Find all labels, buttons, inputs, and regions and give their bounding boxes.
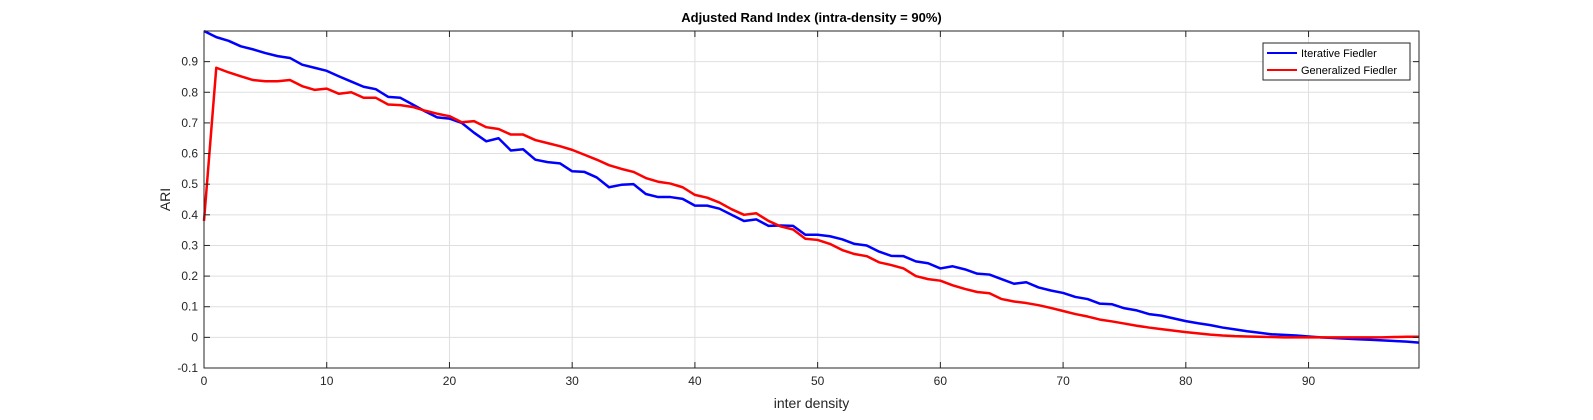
plot-frame bbox=[203, 30, 1420, 369]
x-tick-label: 60 bbox=[934, 374, 948, 388]
chart-title: Adjusted Rand Index (intra-density = 90%… bbox=[681, 10, 941, 25]
y-tick-label: -0.1 bbox=[177, 361, 198, 375]
y-tick-label: 0.2 bbox=[181, 269, 198, 283]
series-line-iterative-fiedler bbox=[203, 29, 1420, 344]
axis-ticks: 0 10 20 30 40 50 60 70 80 90-0.100.10.20.30.40.50… bbox=[177, 31, 1419, 388]
legend-label-generalized-fiedler: Generalized Fiedler bbox=[1301, 65, 1397, 77]
y-tick-label: 0.9 bbox=[181, 55, 198, 69]
x-tick-label: 0 bbox=[201, 374, 208, 388]
legend: Iterative Fiedler Generalized Fiedler bbox=[1262, 42, 1411, 81]
legend-box bbox=[1262, 42, 1411, 81]
y-tick-label: 0.3 bbox=[181, 238, 198, 252]
x-tick-label: 50 bbox=[811, 374, 825, 388]
x-tick-label: 80 bbox=[1179, 374, 1193, 388]
x-tick-label: 70 bbox=[1056, 374, 1070, 388]
x-tick-label: 90 bbox=[1302, 374, 1316, 388]
y-tick-label: 0.1 bbox=[181, 300, 198, 314]
y-tick-label: 0.4 bbox=[181, 208, 198, 222]
y-tick-label: 0.5 bbox=[181, 177, 198, 191]
y-tick-label: 0.6 bbox=[181, 147, 198, 161]
y-axis-label: ARI bbox=[157, 188, 173, 211]
x-tick-label: 30 bbox=[566, 374, 580, 388]
x-tick-label: 20 bbox=[443, 374, 457, 388]
y-tick-label: 0 bbox=[191, 330, 198, 344]
x-tick-label: 10 bbox=[320, 374, 334, 388]
series-layer bbox=[202, 29, 1420, 344]
series-line-generalized-fiedler bbox=[202, 66, 1419, 339]
x-tick-label: 40 bbox=[688, 374, 702, 388]
plot-area bbox=[204, 31, 1419, 368]
x-axis-label: inter density bbox=[774, 395, 849, 411]
legend-label-iterative-fiedler: Iterative Fiedler bbox=[1301, 48, 1377, 60]
y-tick-label: 0.7 bbox=[181, 116, 198, 130]
y-tick-label: 0.8 bbox=[181, 85, 198, 99]
